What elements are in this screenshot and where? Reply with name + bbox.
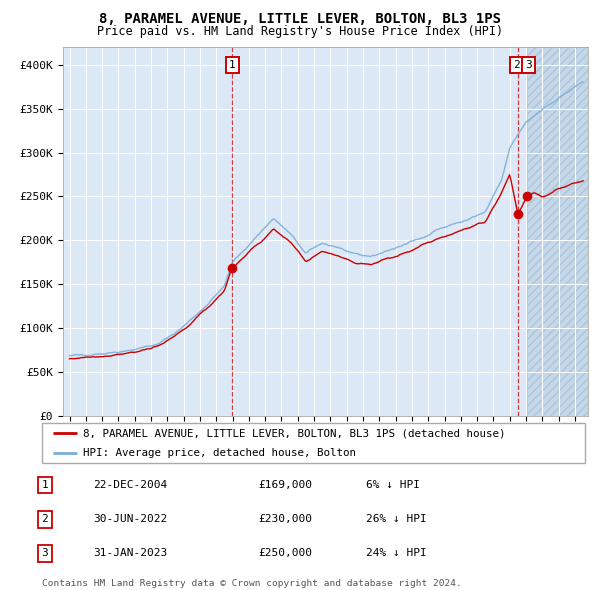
Text: 6% ↓ HPI: 6% ↓ HPI <box>366 480 420 490</box>
Text: £250,000: £250,000 <box>258 549 312 558</box>
Text: £230,000: £230,000 <box>258 514 312 524</box>
Text: 3: 3 <box>525 60 532 70</box>
Text: Price paid vs. HM Land Registry's House Price Index (HPI): Price paid vs. HM Land Registry's House … <box>97 25 503 38</box>
Bar <box>527 47 600 416</box>
Bar <box>527 47 600 416</box>
Text: 1: 1 <box>41 480 49 490</box>
Text: 2: 2 <box>41 514 49 524</box>
Text: £169,000: £169,000 <box>258 480 312 490</box>
Text: 1: 1 <box>229 60 235 70</box>
Text: 3: 3 <box>41 549 49 558</box>
Text: 24% ↓ HPI: 24% ↓ HPI <box>366 549 427 558</box>
Text: 2: 2 <box>513 60 520 70</box>
Text: 8, PARAMEL AVENUE, LITTLE LEVER, BOLTON, BL3 1PS (detached house): 8, PARAMEL AVENUE, LITTLE LEVER, BOLTON,… <box>83 428 505 438</box>
Text: 8, PARAMEL AVENUE, LITTLE LEVER, BOLTON, BL3 1PS: 8, PARAMEL AVENUE, LITTLE LEVER, BOLTON,… <box>99 12 501 26</box>
Text: 31-JAN-2023: 31-JAN-2023 <box>93 549 167 558</box>
Text: Contains HM Land Registry data © Crown copyright and database right 2024.
This d: Contains HM Land Registry data © Crown c… <box>42 579 462 590</box>
Text: 22-DEC-2004: 22-DEC-2004 <box>93 480 167 490</box>
Text: HPI: Average price, detached house, Bolton: HPI: Average price, detached house, Bolt… <box>83 448 356 458</box>
Text: 26% ↓ HPI: 26% ↓ HPI <box>366 514 427 524</box>
Text: 30-JUN-2022: 30-JUN-2022 <box>93 514 167 524</box>
